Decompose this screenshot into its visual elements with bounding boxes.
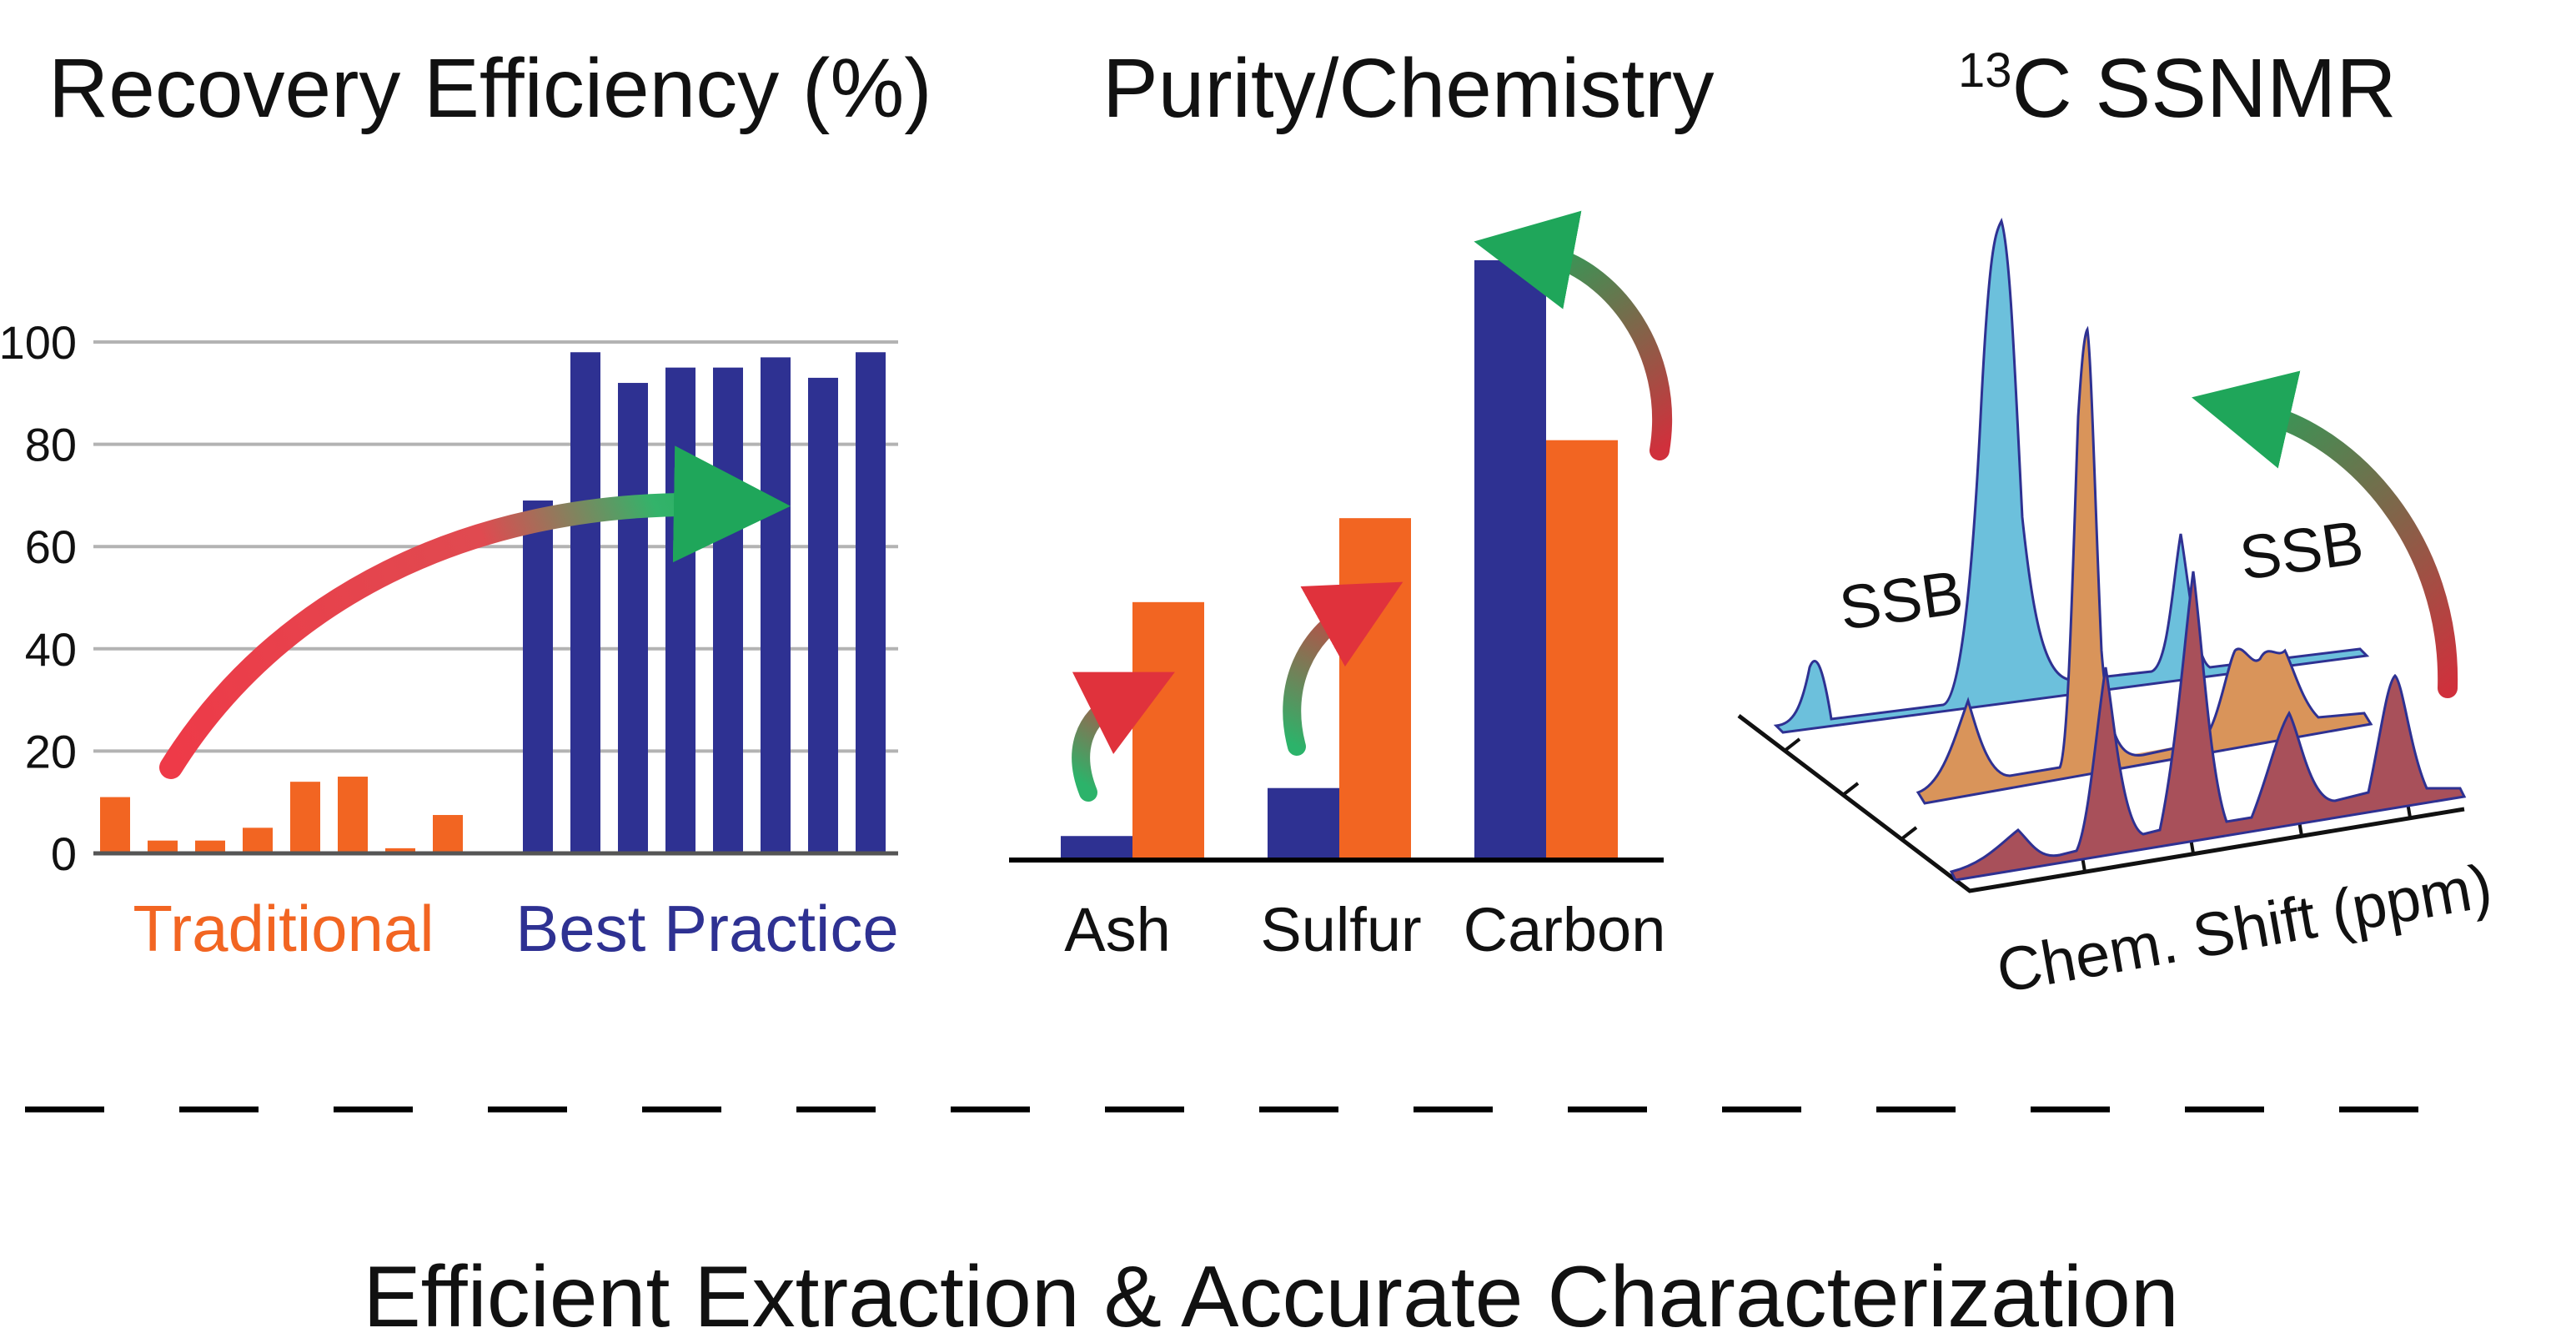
purity-category-labels: Ash Sulfur Carbon bbox=[1064, 895, 1665, 964]
recovery-bar-traditional bbox=[243, 827, 273, 853]
recovery-improvement-arrow bbox=[159, 445, 791, 779]
nmr-title-main: C SSNMR bbox=[2012, 42, 2397, 135]
recovery-bar-traditional bbox=[148, 840, 178, 853]
purity-panel: Purity/Chemistry Ash Sulfur Carbon bbox=[1009, 42, 1714, 964]
recovery-bar-best-practice bbox=[761, 357, 791, 853]
purity-bars bbox=[1061, 260, 1618, 860]
footer-caption: Efficient Extraction & Accurate Characte… bbox=[363, 1249, 2178, 1343]
purity-title: Purity/Chemistry bbox=[1102, 42, 1714, 135]
nmr-panel: 13C SSNMR SSB SSB Chem. Shift (ppm) bbox=[1737, 42, 2497, 1006]
purity-bar-ash bbox=[1132, 601, 1204, 860]
nmr-title-superscript: 13 bbox=[1958, 43, 2012, 98]
recovery-group-labels: Traditional Best Practice bbox=[133, 892, 898, 965]
recovery-y-tick-label: 0 bbox=[51, 827, 77, 880]
nmr-improvement-arrow bbox=[2192, 370, 2458, 698]
recovery-y-tick-label: 100 bbox=[0, 316, 77, 369]
recovery-bar-traditional bbox=[338, 777, 368, 853]
recovery-bar-best-practice bbox=[523, 500, 553, 853]
ssb-left-label: SSB bbox=[1835, 557, 1967, 643]
purity-bar-sulfur bbox=[1339, 518, 1411, 860]
recovery-bar-best-practice bbox=[856, 352, 886, 853]
ssb-right-label: SSB bbox=[2236, 507, 2368, 593]
blue-spectrum bbox=[1773, 218, 2370, 734]
nmr-title: 13C SSNMR bbox=[1958, 42, 2397, 135]
purity-bar-sulfur bbox=[1268, 787, 1339, 860]
recovery-bar-best-practice bbox=[808, 377, 838, 853]
recovery-title: Recovery Efficiency (%) bbox=[48, 42, 932, 135]
purity-bar-carbon bbox=[1474, 260, 1546, 860]
recovery-y-tick-label: 20 bbox=[25, 725, 77, 777]
recovery-panel: Recovery Efficiency (%) 0 20 40 60 80 100 Tra… bbox=[0, 42, 932, 965]
recovery-bar-best-practice bbox=[713, 367, 743, 853]
sulfur-arrow bbox=[1283, 581, 1403, 756]
ash-arrow bbox=[1072, 672, 1175, 802]
recovery-bar-traditional bbox=[195, 840, 225, 853]
orange-spectrum bbox=[1916, 325, 2373, 805]
recovery-bar-traditional bbox=[385, 848, 415, 853]
recovery-group-label: Best Practice bbox=[515, 892, 899, 965]
recovery-bar-best-practice bbox=[618, 383, 648, 853]
recovery-bar-best-practice bbox=[665, 367, 695, 853]
purity-bar-ash bbox=[1061, 836, 1132, 860]
recovery-bar-best-practice bbox=[570, 352, 600, 853]
maroon-spectrum bbox=[1949, 571, 2467, 882]
recovery-y-tick-label: 40 bbox=[25, 623, 77, 676]
nmr-axes bbox=[1737, 714, 2465, 893]
recovery-y-tick-label: 60 bbox=[25, 521, 77, 573]
recovery-bar-traditional bbox=[290, 782, 320, 853]
recovery-group-label: Traditional bbox=[133, 892, 434, 965]
recovery-bar-traditional bbox=[433, 815, 463, 853]
recovery-y-ticks: 0 20 40 60 80 100 bbox=[0, 316, 77, 880]
carbon-arrow bbox=[1474, 210, 1673, 460]
recovery-bar-traditional bbox=[100, 797, 130, 853]
purity-category-label: Sulfur bbox=[1260, 895, 1421, 964]
recovery-y-tick-label: 80 bbox=[25, 419, 77, 471]
recovery-bars bbox=[100, 352, 886, 853]
purity-category-label: Carbon bbox=[1464, 895, 1666, 964]
purity-bar-carbon bbox=[1546, 440, 1618, 860]
purity-category-label: Ash bbox=[1064, 895, 1171, 964]
